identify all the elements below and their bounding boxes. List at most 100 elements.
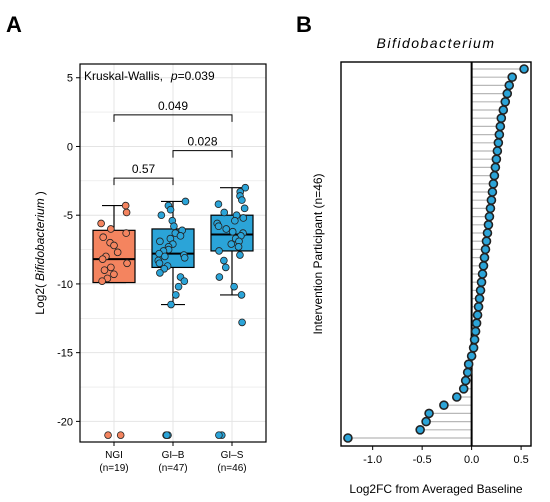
data-point [181,197,190,206]
lollipop-point [488,179,499,189]
y-tick-label: -5 [63,210,73,222]
lollipop-point [496,113,507,123]
lollipop-point [470,326,481,337]
y-label-suffix: ) [33,191,47,195]
y-tick-label: -20 [57,416,73,428]
data-point [99,233,107,241]
lollipop-point [472,310,483,320]
data-point [176,232,185,240]
lollipop-point [504,80,515,91]
panel-b-axes: -1.0 -0.5 0.0 0.5 [363,446,529,466]
data-point [107,263,115,272]
data-point [227,240,236,248]
data-point [170,222,178,230]
data-point [157,211,166,220]
data-point [234,243,243,251]
data-point [155,259,164,268]
p-value: =0.039 [178,69,215,83]
data-point [156,269,164,277]
data-point [110,241,118,250]
lollipop-point [421,416,431,427]
lollipop-point [494,129,505,140]
data-point [167,300,175,309]
data-point [123,259,131,268]
group-label: GI–S [221,450,244,461]
lollipop-point [471,318,482,329]
data-point [230,282,238,291]
lollipop-point [343,433,353,443]
y-tick-label: -15 [57,348,73,360]
y-tick-label: 5 [67,73,73,85]
group-n-label: (n=46) [217,463,246,474]
data-point [122,208,131,217]
lollipop-point [460,375,471,386]
lollipop-point [498,105,509,115]
panel-b-label: B [296,12,312,37]
data-point [97,219,105,228]
y-tick-label: -10 [57,279,73,291]
lollipop-point [483,220,494,230]
data-point [161,252,169,261]
y-label-italic: Bifidobacterium [33,198,47,281]
lollipop-point [507,72,517,82]
lollipop-point [486,195,497,205]
lollipop-point [482,228,493,238]
panel-a-axes: 5 0 -5 -10 -15 -20 NGI (n=19) GI–B (n=47) GI–S (n=4… [57,73,247,474]
data-point [100,266,109,274]
group-label: NGI [105,450,123,461]
data-point [174,282,183,291]
kruskal-wallis-label: Kruskal-Wallis, p=0.039 [84,69,215,83]
lollipop-point [491,154,502,164]
lollipop-point [462,367,473,378]
panel-b-y-axis-label: Intervention Participant (n=46) [311,173,325,334]
data-point [220,208,229,217]
lollipop-point [490,162,501,173]
data-point [240,204,249,213]
lollipop-point [424,408,434,419]
data-point [98,255,107,263]
lollipop-point [477,269,488,279]
lollipop-point [479,252,490,263]
data-point [231,216,239,225]
data-point [239,214,248,222]
data-point [166,205,175,214]
lollipop-point [475,285,486,296]
panel-b: B Bifidobacterium -1.0 -0.5 0.0 0.5 Log2FC … [296,12,532,496]
x-tick-label: 0.5 [513,454,528,466]
group-n-label: (n=19) [99,463,128,474]
panel-a: A 0.049 0.57 0.028 5 0 -5 -10 -15 -20 NGI (n=19) G… [6,12,267,474]
data-point [121,201,130,210]
data-point [238,196,246,204]
group-label: GI–B [162,450,185,461]
lollipop-point [481,236,492,246]
comparison-bracket [113,114,233,122]
data-point [104,431,112,439]
group-n-label: (n=47) [158,463,187,474]
lollipop-point [469,334,480,345]
lollipop-point [519,64,529,74]
panel-a-y-axis-label: Log2(Bifidobacterium) [33,191,47,314]
data-point [98,277,106,285]
data-point [214,200,223,209]
lollipop-point [476,277,487,288]
lollipop-point [495,121,506,132]
data-point [215,247,223,255]
data-point [238,318,246,327]
data-point [156,237,164,246]
test-name: Kruskal-Wallis, [84,69,163,83]
lollipop-point [474,293,485,304]
data-point [237,291,246,299]
lollipop-point [485,203,496,214]
x-tick-label: -0.5 [413,454,432,466]
x-tick-label: -1.0 [363,454,382,466]
comparison-bracket [172,150,233,158]
lollipop-point [500,97,511,107]
comparison-bracket [113,177,174,186]
lollipop-point [484,211,495,222]
comparison-p-label: 0.049 [158,99,188,113]
data-point [180,277,189,285]
x-tick-label: 0.0 [464,454,479,466]
data-point [236,251,244,259]
lollipop-point [487,187,498,197]
